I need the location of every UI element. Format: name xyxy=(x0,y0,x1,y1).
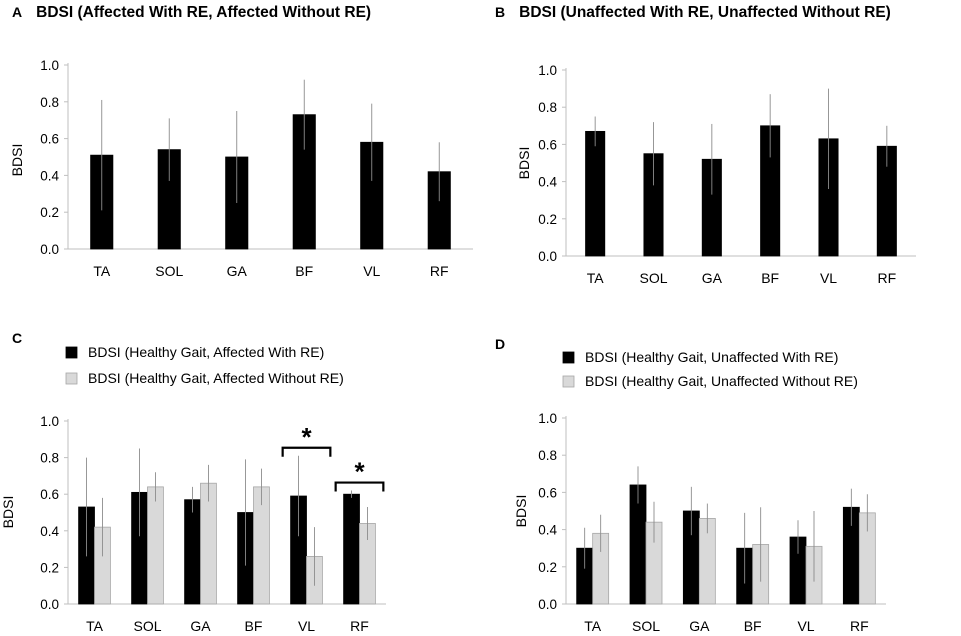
panel-b-title-text: BDSI (Unaffected With RE, Unaffected Wit… xyxy=(519,4,891,21)
panel-b-y-tick-label: 0.6 xyxy=(538,137,557,152)
panel-b-y-tick-label: 0.2 xyxy=(538,212,557,227)
panel-b-y-tick-label: 1.0 xyxy=(538,63,557,78)
panel-c-legend-swatch-1 xyxy=(65,346,78,359)
panel-d-x-tick-label-bf: BF xyxy=(744,618,762,634)
panel-b-title: B BDSI (Unaffected With RE, Unaffected Wi… xyxy=(495,4,891,22)
panel-d-legend-swatch-1 xyxy=(562,351,575,364)
panel-d-legend-label-1: BDSI (Healthy Gait, Unaffected With RE) xyxy=(585,349,838,365)
panel-a-y-tick-label: 0.2 xyxy=(40,205,59,220)
panel-c-significance-marker-vl: * xyxy=(301,422,312,452)
panel-a-y-tick-label: 1.0 xyxy=(40,58,59,73)
panel-c-bar-sol-series-2 xyxy=(147,486,164,605)
panel-a-title-text: BDSI (Affected With RE, Affected Without… xyxy=(36,4,372,21)
panel-c-y-tick-label: 0.2 xyxy=(40,560,59,575)
panel-c-x-tick-label-ta: TA xyxy=(86,618,104,634)
panel-c-legend-label-2: BDSI (Healthy Gait, Affected Without RE) xyxy=(88,370,344,386)
panel-a-x-tick-label-bf: BF xyxy=(295,263,313,279)
panel-c-y-axis-label: BDSI xyxy=(0,496,16,529)
panel-d-y-tick-label: 0.2 xyxy=(538,560,557,575)
panel-a-y-tick-label: 0.8 xyxy=(40,95,59,110)
panel-d-letter-wrap: D xyxy=(495,336,519,354)
panel-c-x-tick-label-sol: SOL xyxy=(133,618,161,634)
panel-c-significance-bracket-vl xyxy=(281,446,332,457)
panel-c-y-tick-label: 0.8 xyxy=(40,451,59,466)
panel-a-x-tick-label-ta: TA xyxy=(93,263,111,279)
panel-d-y-tick-label: 0.0 xyxy=(538,597,557,612)
panel-c-y-tick-label: 0.0 xyxy=(40,597,59,612)
panel-c-y-tick-label: 0.4 xyxy=(40,524,59,539)
panel-c-x-tick-label-rf: RF xyxy=(350,618,369,634)
panel-a-letter: A xyxy=(12,4,23,20)
panel-d-legend-swatch-2 xyxy=(562,375,575,388)
panel-c-x-tick-label-ga: GA xyxy=(190,618,211,634)
panel-d-y-axis-label: BDSI xyxy=(513,495,529,528)
panel-a-x-tick-label-rf: RF xyxy=(430,263,449,279)
panel-d-x-tick-label-ta: TA xyxy=(584,618,602,634)
panel-b-y-axis-label: BDSI xyxy=(516,147,532,180)
panel-b-x-tick-label-ta: TA xyxy=(587,270,605,286)
panel-d-letter: D xyxy=(495,336,506,352)
panel-a-x-tick-label-sol: SOL xyxy=(155,263,183,279)
panel-b-x-tick-label-sol: SOL xyxy=(639,270,667,286)
panel-c-bar-rf-series-1 xyxy=(343,493,360,605)
panel-a-y-tick-label: 0.4 xyxy=(40,168,59,183)
panel-d-x-tick-label-sol: SOL xyxy=(632,618,660,634)
panel-d-y-tick-label: 1.0 xyxy=(538,411,557,426)
panel-b-y-tick-label: 0.0 xyxy=(538,249,557,264)
panel-b-letter: B xyxy=(495,4,506,20)
panel-b-x-tick-label-bf: BF xyxy=(761,270,779,286)
panel-c-legend-label-1: BDSI (Healthy Gait, Affected With RE) xyxy=(88,344,324,360)
panel-d-y-tick-label: 0.4 xyxy=(538,523,557,538)
panel-c-significance-bracket-rf xyxy=(334,481,385,492)
panel-d-x-tick-label-rf: RF xyxy=(850,618,869,634)
panel-c-significance-marker-rf: * xyxy=(354,457,365,487)
panel-d-y-tick-label: 0.6 xyxy=(538,485,557,500)
panel-b-y-tick-label: 0.8 xyxy=(538,100,557,115)
panel-d-x-tick-label-ga: GA xyxy=(689,618,710,634)
panel-d-legend-label-2: BDSI (Healthy Gait, Unaffected Without R… xyxy=(585,373,858,389)
panel-c-legend-swatch-2 xyxy=(65,372,78,385)
panel-c-y-tick-label: 0.6 xyxy=(40,487,59,502)
panel-d-x-tick-label-vl: VL xyxy=(797,618,814,634)
panel-c-y-tick-label: 1.0 xyxy=(40,414,59,429)
panel-a-y-tick-label: 0.6 xyxy=(40,132,59,147)
panel-c-x-tick-label-vl: VL xyxy=(298,618,315,634)
panel-c-letter: C xyxy=(12,330,23,346)
panel-b-x-tick-label-rf: RF xyxy=(877,270,896,286)
panel-b-x-tick-label-vl: VL xyxy=(820,270,837,286)
panel-b-x-tick-label-ga: GA xyxy=(702,270,723,286)
panel-b-bar-ta-series-1 xyxy=(585,130,606,257)
panel-a-x-tick-label-ga: GA xyxy=(227,263,248,279)
panel-c-bar-ga-series-1 xyxy=(184,499,201,605)
panel-c-x-tick-label-bf: BF xyxy=(245,618,263,634)
panel-b-y-tick-label: 0.4 xyxy=(538,175,557,190)
panel-a-title: A BDSI (Affected With RE, Affected Withou… xyxy=(12,4,371,22)
panel-a-x-tick-label-vl: VL xyxy=(363,263,380,279)
panel-a-y-axis-label: BDSI xyxy=(9,144,25,177)
panel-c-letter-wrap: C xyxy=(12,330,36,348)
panel-a-y-tick-label: 0.0 xyxy=(40,242,59,257)
panel-d-y-tick-label: 0.8 xyxy=(538,448,557,463)
